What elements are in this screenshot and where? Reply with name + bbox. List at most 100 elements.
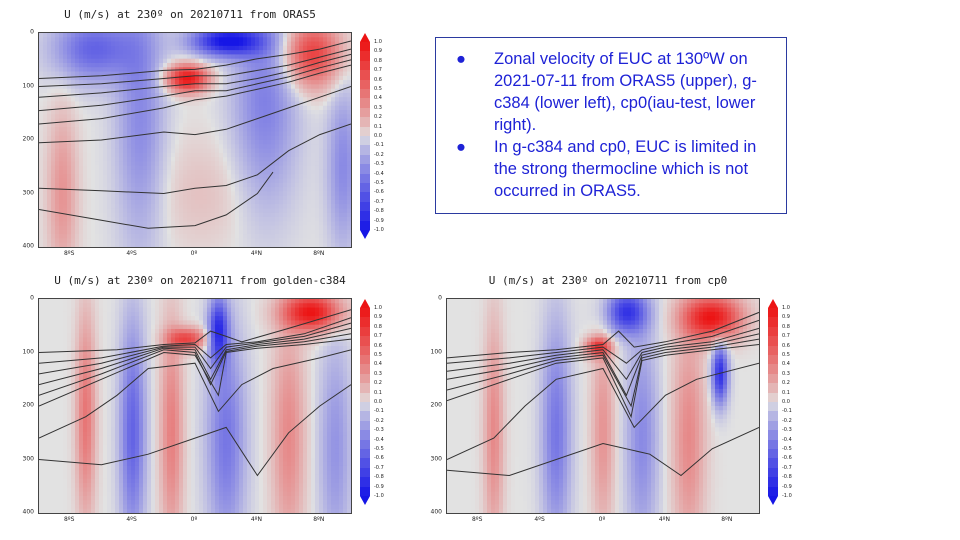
heatmap-cell: [119, 316, 124, 321]
heatmap-cell: [51, 148, 56, 154]
heatmap-cell: [323, 229, 328, 235]
heatmap-cell: [295, 88, 300, 94]
heatmap-cell: [255, 80, 260, 85]
heatmap-cell: [303, 229, 308, 235]
heatmap-cell: [91, 127, 96, 133]
heatmap-cell: [127, 41, 132, 47]
heatmap-cell: [227, 212, 232, 218]
heatmap-cell: [67, 33, 72, 38]
heatmap-cell: [279, 229, 284, 235]
heatmap-cell: [43, 50, 48, 55]
heatmap-cell: [215, 217, 220, 222]
heatmap-cell: [103, 491, 108, 497]
heatmap-cell: [263, 217, 268, 222]
heatmap-cell: [219, 114, 224, 120]
heatmap-cell: [59, 144, 64, 150]
heatmap-cell: [183, 208, 188, 214]
heatmap-cell: [219, 165, 224, 171]
heatmap-cell: [319, 165, 324, 171]
heatmap-cell: [63, 58, 68, 64]
heatmap-cell: [327, 80, 332, 85]
heatmap-cell: [107, 410, 112, 416]
heatmap-cell: [155, 131, 160, 137]
heatmap-cell: [127, 58, 132, 64]
heatmap-cell: [271, 238, 276, 244]
heatmap-cell: [167, 161, 172, 167]
heatmap-cell: [139, 157, 144, 162]
heatmap-cell: [319, 135, 324, 141]
heatmap-cell: [59, 397, 64, 403]
heatmap-cell: [267, 80, 272, 85]
heatmap-cell: [251, 75, 256, 81]
heatmap-cell: [107, 414, 112, 420]
heatmap-cell: [167, 208, 172, 214]
heatmap-cell: [123, 92, 128, 98]
heatmap-cell: [67, 333, 72, 339]
heatmap-cell: [79, 380, 84, 386]
heatmap-cell: [243, 165, 248, 171]
heatmap-cell: [87, 483, 92, 488]
heatmap-cell: [283, 127, 288, 133]
heatmap-cell: [55, 328, 60, 334]
heatmap-cell: [119, 397, 124, 403]
heatmap-cell: [115, 161, 120, 167]
heatmap-cell: [83, 105, 88, 111]
heatmap-cell: [143, 92, 148, 98]
heatmap-cell: [67, 62, 72, 68]
heatmap-cell: [319, 58, 324, 64]
heatmap-cell: [115, 324, 120, 330]
heatmap-cell: [111, 393, 116, 399]
heatmap-cell: [75, 444, 80, 450]
heatmap-cell: [83, 478, 88, 484]
heatmap-cell: [307, 208, 312, 214]
heatmap-cell: [103, 435, 108, 441]
heatmap-cell: [83, 487, 88, 493]
heatmap-cell: [39, 465, 44, 471]
heatmap-cell: [59, 97, 64, 103]
heatmap-cell: [123, 58, 128, 64]
heatmap-cell: [163, 144, 168, 150]
heatmap-cell: [343, 67, 348, 73]
heatmap-cell: [215, 144, 220, 150]
heatmap-cell: [155, 45, 160, 51]
heatmap-cell: [55, 75, 60, 81]
heatmap-cell: [163, 225, 168, 231]
heatmap-cell: [143, 140, 148, 145]
heatmap-cell: [239, 50, 244, 55]
heatmap-cell: [147, 84, 152, 90]
heatmap-cell: [59, 182, 64, 188]
heatmap-cell: [147, 208, 152, 214]
heatmap-cell: [79, 376, 84, 381]
heatmap-cell: [79, 363, 84, 369]
heatmap-cell: [91, 324, 96, 330]
heatmap-cell: [51, 54, 56, 60]
heatmap-cell: [127, 45, 132, 51]
heatmap-cell: [55, 101, 60, 107]
heatmap-cell: [279, 144, 284, 150]
heatmap-cell: [71, 195, 76, 201]
heatmap-cell: [167, 140, 172, 145]
heatmap-cell: [171, 225, 176, 231]
heatmap-cell: [67, 431, 72, 437]
heatmap-cell: [111, 122, 116, 128]
heatmap-cell: [339, 114, 344, 120]
heatmap-cell: [187, 75, 192, 81]
heatmap-cell: [119, 92, 124, 98]
heatmap-cell: [95, 448, 100, 454]
heatmap-cell: [255, 140, 260, 145]
heatmap-cell: [99, 174, 104, 180]
heatmap-cell: [191, 118, 196, 124]
heatmap-cell: [331, 84, 336, 90]
heatmap-cell: [115, 50, 120, 55]
heatmap-cell: [295, 217, 300, 222]
heatmap-cell: [59, 122, 64, 128]
heatmap-cell: [151, 62, 156, 68]
heatmap-cell: [327, 110, 332, 115]
heatmap-cell: [327, 169, 332, 175]
heatmap-cell: [171, 101, 176, 107]
heatmap-cell: [191, 204, 196, 210]
heatmap-cell: [207, 225, 212, 231]
heatmap-cell: [283, 238, 288, 244]
heatmap-cell: [127, 75, 132, 81]
heatmap-cell: [167, 157, 172, 162]
